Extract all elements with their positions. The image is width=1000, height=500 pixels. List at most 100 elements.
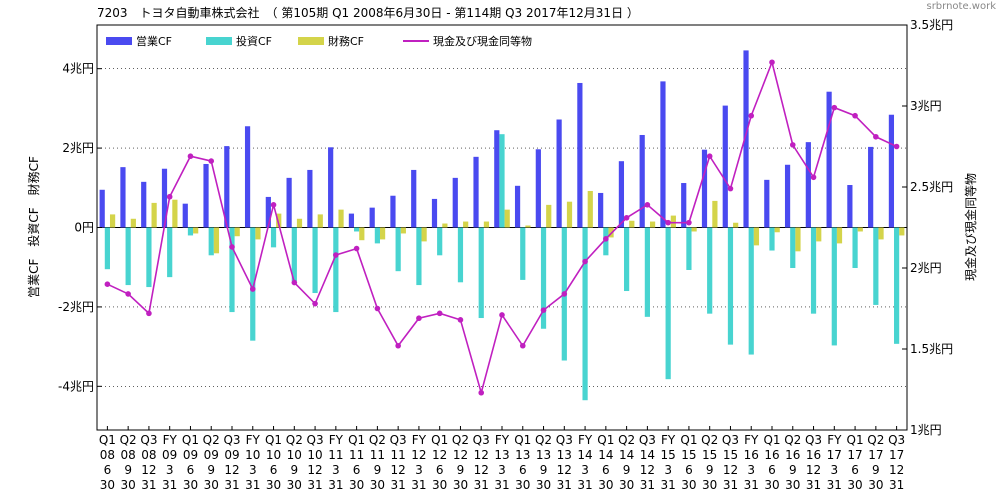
bar-investing	[291, 227, 297, 282]
bar-financing	[816, 227, 822, 242]
bar-series	[99, 50, 905, 401]
x-tick-label: 9	[623, 463, 631, 477]
bar-investing	[437, 227, 443, 256]
x-tick-label: Q3	[888, 433, 905, 447]
legend-swatch	[106, 37, 132, 45]
x-tick-label: 31	[474, 478, 489, 492]
bar-investing	[624, 227, 630, 292]
x-tick-label: 12	[391, 463, 406, 477]
cash-point	[561, 291, 568, 297]
x-tick-label: Q3	[223, 433, 240, 447]
bar-financing	[629, 220, 635, 228]
bar-investing	[790, 227, 796, 268]
cash-point	[706, 153, 713, 160]
x-tick-label: 3	[249, 463, 257, 477]
legend: 営業CF 投資CF 財務CF 現金及び現金同等物	[106, 34, 532, 48]
x-tick-label: Q2	[120, 433, 137, 447]
x-tick-label: 30	[432, 478, 447, 492]
x-tick-label: Q3	[390, 433, 407, 447]
x-tick-label: 30	[764, 478, 779, 492]
bar-financing	[649, 221, 656, 228]
bar-financing	[359, 227, 365, 241]
bar-operating	[224, 146, 230, 228]
x-tick-label: 17	[868, 448, 883, 462]
x-tick-label: Q1	[99, 433, 116, 447]
bar-investing	[873, 227, 879, 305]
bar-investing	[748, 227, 754, 355]
x-tick-label: 09	[224, 448, 239, 462]
x-tick-label: 31	[827, 478, 842, 492]
cash-point	[166, 193, 173, 200]
x-tick-label: FY	[163, 433, 178, 447]
x-tick-label: 31	[889, 478, 904, 492]
bar-financing	[421, 227, 427, 242]
x-tick-label: 31	[307, 478, 322, 492]
x-tick-label: 12	[806, 463, 821, 477]
x-tick-label: 31	[577, 478, 592, 492]
x-tick-label: 9	[872, 463, 880, 477]
x-axis: Q108630Q208930Q3081231FY09331Q109630Q209…	[99, 426, 905, 492]
x-tick-label: 6	[436, 463, 444, 477]
bar-investing	[582, 227, 588, 401]
x-tick-label: Q1	[763, 433, 780, 447]
bar-financing	[587, 190, 593, 228]
x-tick-label: Q1	[514, 433, 531, 447]
x-tick-label: 12	[411, 448, 426, 462]
left-tick-label: -2兆円	[58, 300, 94, 314]
bar-investing	[457, 227, 464, 283]
bar-operating	[535, 149, 541, 228]
cash-point	[499, 312, 505, 318]
x-tick-label: 9	[124, 463, 132, 477]
bar-operating	[888, 114, 895, 228]
x-tick-label: 3	[415, 463, 423, 477]
x-tick-label: 12	[889, 463, 904, 477]
bar-financing	[712, 200, 718, 228]
x-tick-label: 30	[702, 478, 717, 492]
x-tick-label: 14	[577, 448, 592, 462]
bar-investing	[540, 227, 547, 329]
bar-financing	[525, 225, 531, 228]
bar-investing	[707, 227, 713, 314]
x-tick-label: 3	[581, 463, 589, 477]
x-tick-label: 31	[723, 478, 738, 492]
bar-operating	[722, 105, 728, 228]
x-tick-label: 6	[353, 463, 361, 477]
x-tick-label: 17	[889, 448, 904, 462]
x-tick-label: Q2	[701, 433, 718, 447]
x-tick-label: 09	[204, 448, 219, 462]
x-tick-label: 30	[868, 478, 883, 492]
x-tick-label: 9	[540, 463, 548, 477]
x-tick-label: 31	[557, 478, 572, 492]
cash-point	[519, 342, 526, 349]
x-tick-label: 09	[183, 448, 198, 462]
x-tick-label: Q3	[722, 433, 739, 447]
right-tick-label: 2兆円	[910, 261, 942, 275]
bar-operating	[244, 126, 251, 228]
x-tick-label: 15	[702, 448, 717, 462]
legend-swatch	[206, 37, 232, 45]
bar-investing	[125, 227, 131, 286]
bar-investing	[270, 227, 277, 248]
x-tick-label: 31	[806, 478, 821, 492]
bar-operating	[764, 179, 770, 228]
x-tick-label: 30	[287, 478, 302, 492]
right-tick-label: 2.5兆円	[910, 180, 953, 194]
x-tick-label: 3	[830, 463, 838, 477]
cash-point	[540, 307, 547, 313]
bar-investing	[187, 227, 194, 236]
x-tick-label: 6	[602, 463, 610, 477]
chart-title: 7203 トヨタ自動車株式会社 （ 第105期 Q1 2008年6月30日 - …	[97, 5, 639, 20]
x-tick-label: 3	[166, 463, 174, 477]
cash-point	[208, 158, 215, 164]
bar-financing	[400, 227, 406, 234]
cash-point	[249, 286, 256, 292]
cash-point	[582, 258, 588, 265]
x-tick-label: 6	[768, 463, 776, 477]
cash-point	[873, 133, 879, 140]
x-tick-label: 30	[598, 478, 613, 492]
x-tick-label: 12	[141, 463, 156, 477]
bar-operating	[431, 198, 438, 228]
x-tick-label: Q2	[535, 433, 552, 447]
left-axis: 4兆円 2兆円 0円 -2兆円 -4兆円	[58, 62, 102, 393]
bar-financing	[483, 221, 490, 228]
